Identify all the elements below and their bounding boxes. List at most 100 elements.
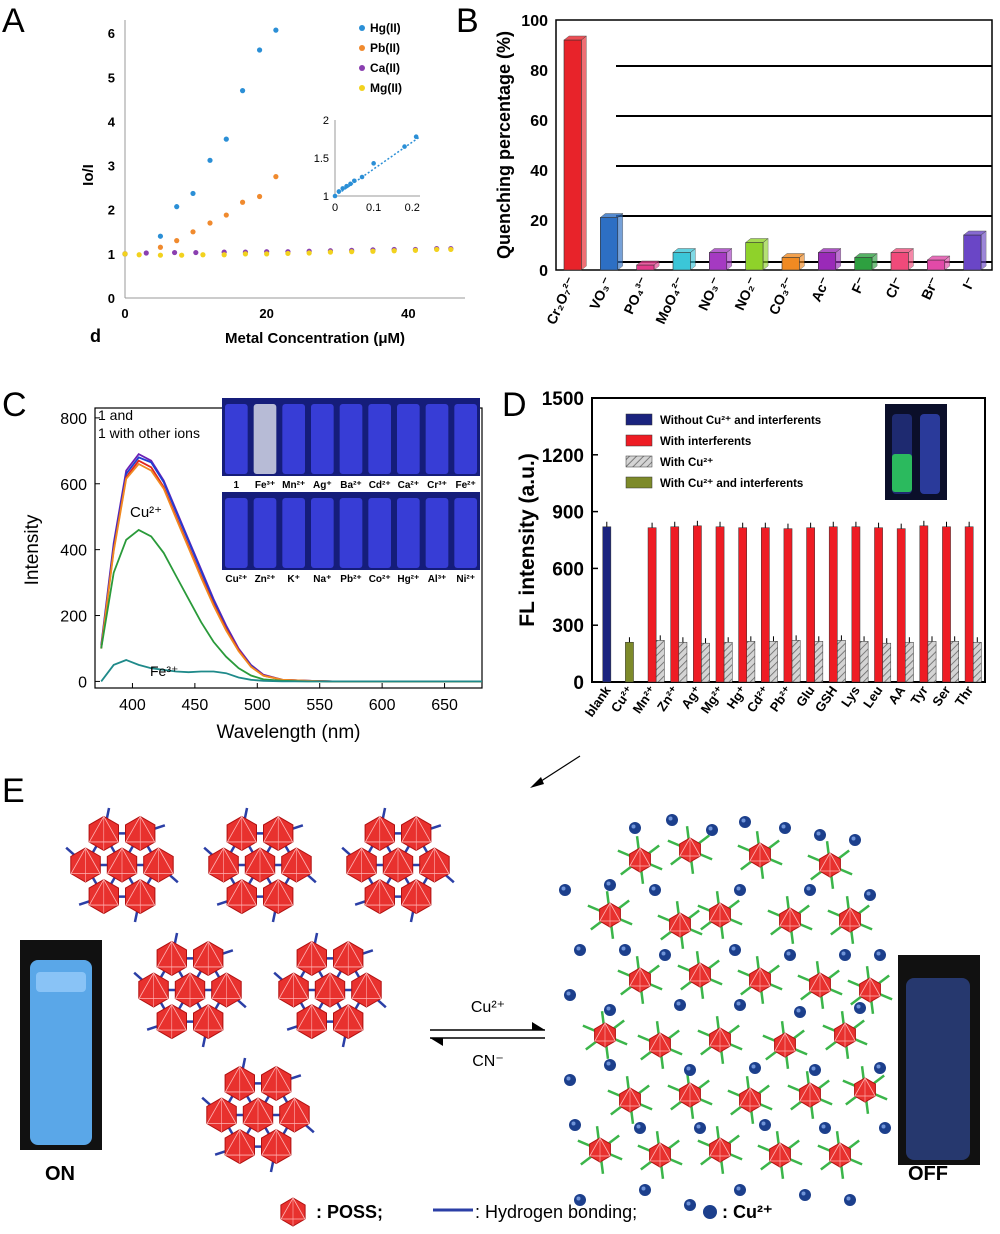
- d-x-tick-label: AA: [885, 683, 908, 707]
- a-inset-y-tick: 1: [323, 191, 329, 203]
- b-x-tick-label: I⁻: [959, 275, 978, 292]
- panel-e: E ON Cu²⁺ CN⁻ OFF: POSS;: Hydrogen bonding;…: [0, 750, 1000, 1234]
- d-photo-vial-right: [920, 414, 940, 494]
- panel-label-c: C: [2, 386, 27, 424]
- cu-ion: [734, 999, 746, 1011]
- d-bar: [678, 641, 688, 683]
- a-point: [207, 157, 213, 163]
- cu-ion: [634, 1122, 646, 1134]
- poss-icon: [263, 878, 294, 915]
- d-bar: [837, 640, 846, 683]
- a-inset-x-tick: 0.2: [405, 202, 420, 214]
- d-legend-label: With interferents: [660, 436, 751, 448]
- a-point: [171, 249, 178, 256]
- d-bar: [746, 641, 756, 683]
- c-x-tick-label: 450: [182, 697, 209, 714]
- poss-icon: [364, 878, 395, 915]
- d-x-tick-label: Mn²⁺: [630, 683, 660, 716]
- cu-ion: [874, 1062, 886, 1074]
- poss-icon: [629, 847, 651, 873]
- pointer-arrow-head: [530, 777, 544, 788]
- cu-ion: [564, 989, 576, 1001]
- poss-icon: [242, 1097, 274, 1133]
- d-x-tick-label: Tyr: [908, 683, 931, 707]
- d-bar: [882, 642, 892, 683]
- c-series-line: [100, 659, 482, 683]
- poss-icon: [206, 1097, 237, 1133]
- poss-icon: [224, 1128, 255, 1165]
- a-y-tick-label: 0: [108, 291, 115, 306]
- d-bar: [950, 641, 959, 683]
- cu-ion: [639, 1184, 651, 1196]
- b-bar-side: [980, 230, 987, 271]
- b-x-tick-label: F⁻: [848, 275, 869, 296]
- a-inset-point: [371, 161, 376, 166]
- poss-icon: [261, 1128, 292, 1165]
- legend-cu-label: : Cu²⁺: [722, 1202, 772, 1222]
- d-x-tick-label: Zn²⁺: [654, 683, 682, 714]
- a-inset-point: [352, 178, 357, 184]
- c-vial: [282, 404, 305, 474]
- c-vial: [368, 498, 391, 568]
- poss-icon: [174, 972, 206, 1008]
- a-point: [221, 252, 227, 258]
- b-y-tick-label: 40: [530, 163, 548, 180]
- poss-icon: [281, 847, 312, 883]
- c-x-axis-label: Wavelength (nm): [217, 722, 361, 743]
- poss-icon: [401, 878, 432, 915]
- a-inset-point: [402, 144, 407, 149]
- poss-icon: [106, 847, 138, 883]
- a-inset-x-tick: 0.1: [366, 202, 381, 214]
- c-x-tick-label: 650: [431, 697, 458, 714]
- poss-icon: [649, 1032, 671, 1058]
- poss-icon: [629, 967, 651, 993]
- cu-ion: [749, 1062, 761, 1074]
- a-legend-label: Hg(II): [370, 21, 401, 35]
- d-bar: [806, 527, 815, 683]
- c-vial-label: Cu²⁺: [225, 574, 247, 585]
- b-bar-side: [690, 247, 696, 271]
- a-point: [434, 246, 440, 253]
- c-vial: [368, 404, 391, 474]
- d-bar: [828, 526, 838, 683]
- c-vial-label: Fe²⁺: [456, 480, 476, 491]
- a-point: [157, 233, 164, 239]
- a-legend-marker: [359, 65, 365, 71]
- poss-icon: [296, 940, 327, 976]
- poss-icon: [193, 1003, 224, 1040]
- b-bar: [963, 234, 982, 271]
- b-x-tick-label: NO₂⁻: [731, 275, 760, 313]
- a-legend-marker: [359, 45, 365, 51]
- poss-icon: [226, 815, 257, 851]
- a-inset-x-tick: 0: [332, 202, 338, 214]
- d-x-tick-label: blank: [582, 682, 614, 719]
- a-point: [223, 212, 229, 218]
- scheme-e: ON Cu²⁺ CN⁻ OFF: POSS;: Hydrogen bonding;: …: [20, 755, 980, 1227]
- panel-label-d: D: [502, 386, 527, 424]
- b-bar-side: [835, 247, 842, 271]
- poss-icon: [419, 847, 450, 883]
- a-inset-y-tick: 2: [323, 115, 329, 127]
- a-point: [264, 251, 270, 257]
- poss-icon: [649, 1142, 671, 1168]
- a-y-tick-label: 6: [108, 26, 115, 41]
- c-vial-label: Hg²⁺: [397, 574, 419, 585]
- c-vial: [425, 404, 449, 474]
- d-bar: [760, 527, 770, 683]
- poss-icon: [749, 967, 771, 993]
- a-legend-label: Mg(II): [370, 81, 402, 95]
- b-x-tick-label: Cl⁻: [882, 275, 906, 301]
- a-x-tick-label: 0: [121, 306, 128, 321]
- poss-icon: [589, 1137, 611, 1163]
- a-point: [239, 199, 246, 205]
- cu-ion: [574, 944, 586, 956]
- c-y-axis-label: Intensity: [22, 514, 43, 585]
- c-vial: [311, 404, 334, 474]
- a-inset-point: [336, 189, 342, 194]
- pointer-arrow: [534, 755, 581, 786]
- forward-arrow-head: [532, 1022, 545, 1030]
- c-vial: [454, 404, 477, 474]
- c-vial-label: Mn²⁺: [282, 480, 305, 491]
- b-bar-side: [726, 247, 733, 271]
- c-y-tick-label: 0: [78, 674, 87, 691]
